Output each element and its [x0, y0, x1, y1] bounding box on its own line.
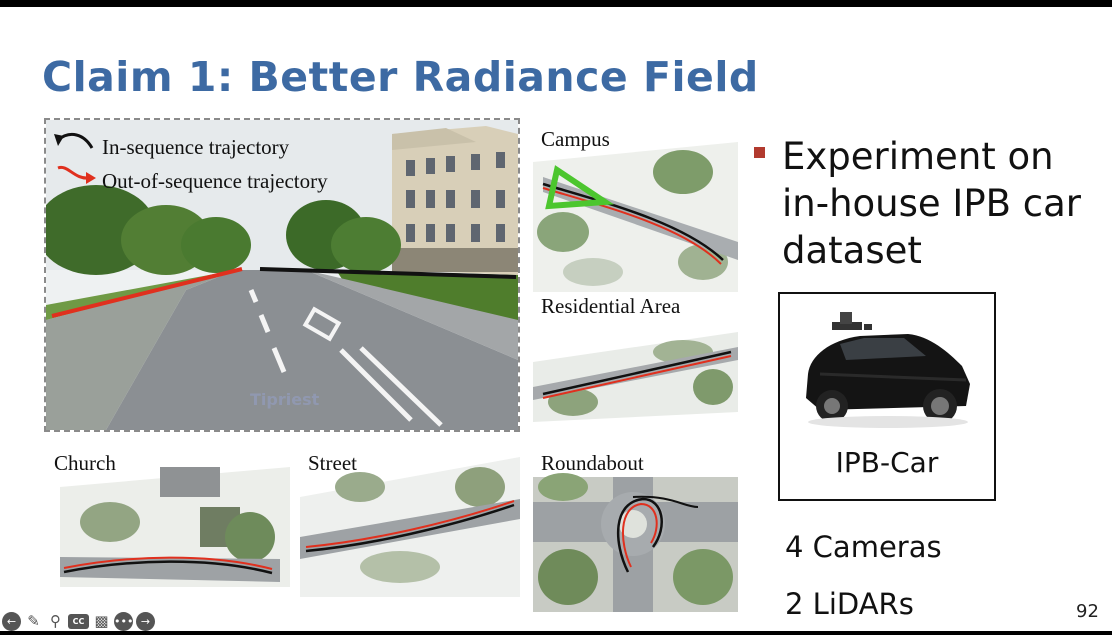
car-image [806, 312, 970, 428]
car-label: IPB-Car [835, 446, 939, 479]
street-view-photo-panel: In-sequence trajectory Out-of-sequence t… [44, 118, 520, 432]
street-map [300, 447, 520, 597]
legend-in-sequence-label: In-sequence trajectory [102, 135, 290, 159]
street-view-photo [46, 120, 518, 430]
spec-lidars: 2 LiDARs [785, 587, 914, 621]
car-image-box: IPB-Car [778, 292, 996, 501]
street-label: Street [308, 451, 357, 475]
presentation-toolbar: ← ✎ ⚲ CC ▩ ••• → [2, 610, 155, 631]
zoom-icon[interactable]: ⚲ [50, 611, 61, 630]
campus-map-panel: Campus [533, 122, 738, 292]
slide: Claim 1: Better Radiance Field [0, 7, 1112, 631]
prev-icon[interactable]: ← [2, 611, 21, 631]
roundabout-label: Roundabout [541, 451, 644, 475]
more-icon[interactable]: ••• [114, 611, 133, 631]
residential-area-label: Residential Area [541, 294, 681, 318]
residential-map [533, 292, 738, 437]
bullet-marker [754, 147, 765, 158]
roundabout-map-panel: Roundabout [533, 447, 738, 612]
church-map [50, 447, 290, 597]
spec-cameras: 4 Cameras [785, 530, 942, 564]
residential-map-panel: Residential Area [533, 292, 738, 437]
street-map-panel: Street [300, 447, 520, 597]
bullet-text: Experiment on in-house IPB car dataset [782, 135, 1082, 272]
camera-icon[interactable]: ▩ [94, 611, 109, 630]
watermark-text: Tipriest [250, 390, 320, 409]
pen-icon[interactable]: ✎ [27, 611, 40, 630]
next-icon[interactable]: → [136, 611, 155, 631]
captions-icon[interactable]: CC [68, 613, 89, 629]
page-number: 92 [1076, 601, 1099, 622]
roundabout-map [533, 447, 738, 612]
legend-out-of-sequence-label: Out-of-sequence trajectory [102, 169, 328, 193]
church-label: Church [54, 451, 116, 475]
campus-label: Campus [541, 127, 610, 151]
church-map-panel: Church [50, 447, 290, 597]
campus-map [533, 122, 738, 292]
slide-title: Claim 1: Better Radiance Field [42, 53, 759, 101]
